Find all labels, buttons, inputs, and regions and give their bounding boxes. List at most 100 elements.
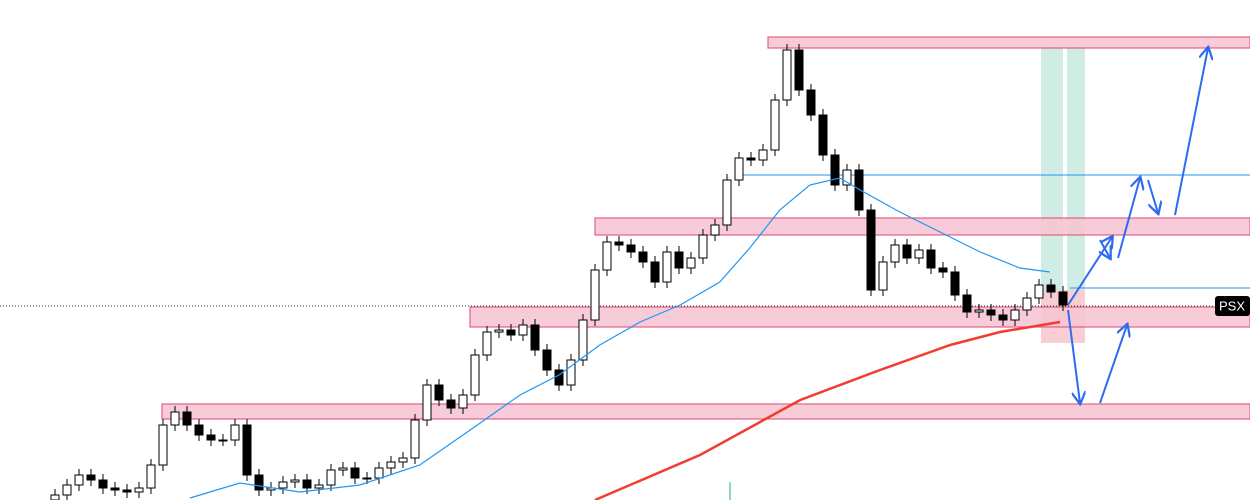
ma-line [189, 177, 1050, 499]
ma-line [594, 320, 1061, 500]
candle-body [878, 261, 888, 291]
arrow [1067, 309, 1080, 403]
candle-body [902, 244, 912, 259]
candle-body [782, 49, 792, 101]
candle-body [278, 481, 288, 489]
candle-body [206, 434, 216, 441]
candle-body [746, 157, 756, 161]
candle-body [686, 257, 696, 269]
candle-body [314, 484, 324, 489]
zone [767, 36, 1250, 49]
candle-body [446, 399, 456, 409]
candle-body [890, 244, 900, 263]
candle-body [146, 464, 156, 489]
arrow [1174, 48, 1208, 216]
arrow [1099, 325, 1127, 404]
candle-body [254, 474, 264, 491]
arrow [1117, 178, 1140, 259]
candle-body [914, 249, 924, 259]
price-tag [1215, 296, 1250, 316]
candle-body [950, 271, 960, 296]
candle-body [302, 479, 312, 489]
candle-body [134, 487, 144, 493]
candle-body [62, 484, 72, 496]
candle-body [602, 241, 612, 271]
candle-body [566, 359, 576, 386]
candle-body [794, 49, 804, 91]
candle-body [866, 209, 876, 291]
candle-body [674, 251, 684, 269]
candle-body [482, 331, 492, 356]
candle-body [374, 467, 384, 479]
symbol-label: PSX [1219, 298, 1245, 313]
candle-body [362, 477, 372, 480]
candle-body [938, 267, 948, 273]
candle-body [830, 154, 840, 186]
zone [161, 403, 1250, 420]
candle-body [1022, 297, 1032, 311]
candle-body [758, 149, 768, 161]
candle-body [926, 249, 936, 269]
candle-body [74, 474, 84, 486]
candle-body [470, 354, 480, 396]
candle-body [842, 169, 852, 186]
candle-body [170, 411, 180, 426]
candle-body [650, 261, 660, 283]
arrows [1067, 48, 1208, 404]
candle-body [854, 169, 864, 211]
candle-body [578, 319, 588, 361]
candle-body [698, 234, 708, 259]
highlight [1067, 47, 1085, 290]
candle-body [182, 411, 192, 426]
candle-body [998, 314, 1008, 321]
candle-body [1058, 291, 1068, 306]
candle-body [350, 467, 360, 479]
candle-body [290, 479, 300, 483]
candle-body [710, 224, 720, 236]
arrow [1147, 179, 1158, 213]
candle-body [518, 324, 528, 336]
candle-body [338, 467, 348, 471]
candle-body [122, 489, 132, 493]
candle-body [230, 424, 240, 441]
plot [729, 47, 1085, 500]
candle-body [194, 424, 204, 436]
candle-body [530, 324, 540, 351]
candle-body [98, 479, 108, 489]
candle-body [542, 349, 552, 371]
candle-body [386, 461, 396, 469]
candle-body [110, 487, 120, 491]
candle-body [1010, 309, 1020, 321]
candle-body [506, 329, 516, 336]
candle-body [626, 244, 636, 253]
arrow [1100, 239, 1110, 258]
candle-body [422, 384, 432, 421]
candle-body [218, 439, 228, 442]
candle-body [398, 457, 408, 463]
candle-body [734, 157, 744, 181]
candle-body [770, 99, 780, 151]
candle-body [86, 474, 96, 481]
candle-body [242, 424, 252, 476]
candle-body [806, 89, 816, 116]
zone [594, 217, 1250, 236]
candle-body [962, 294, 972, 313]
candle-body [1034, 284, 1044, 299]
candle-body [614, 241, 624, 246]
candle-body [818, 114, 828, 156]
candle-body [158, 424, 168, 466]
candle-body [974, 309, 984, 313]
candle-body [326, 469, 336, 486]
candle-body [50, 494, 60, 500]
candle-body [638, 251, 648, 263]
candle-body [662, 251, 672, 283]
candle-body [590, 269, 600, 321]
highlight [1041, 47, 1063, 290]
candle-body [494, 329, 504, 333]
candle-body [1046, 284, 1056, 293]
candle-body [434, 384, 444, 401]
candle-body [410, 419, 420, 459]
candle-body [458, 394, 468, 409]
candle-body [986, 309, 996, 316]
